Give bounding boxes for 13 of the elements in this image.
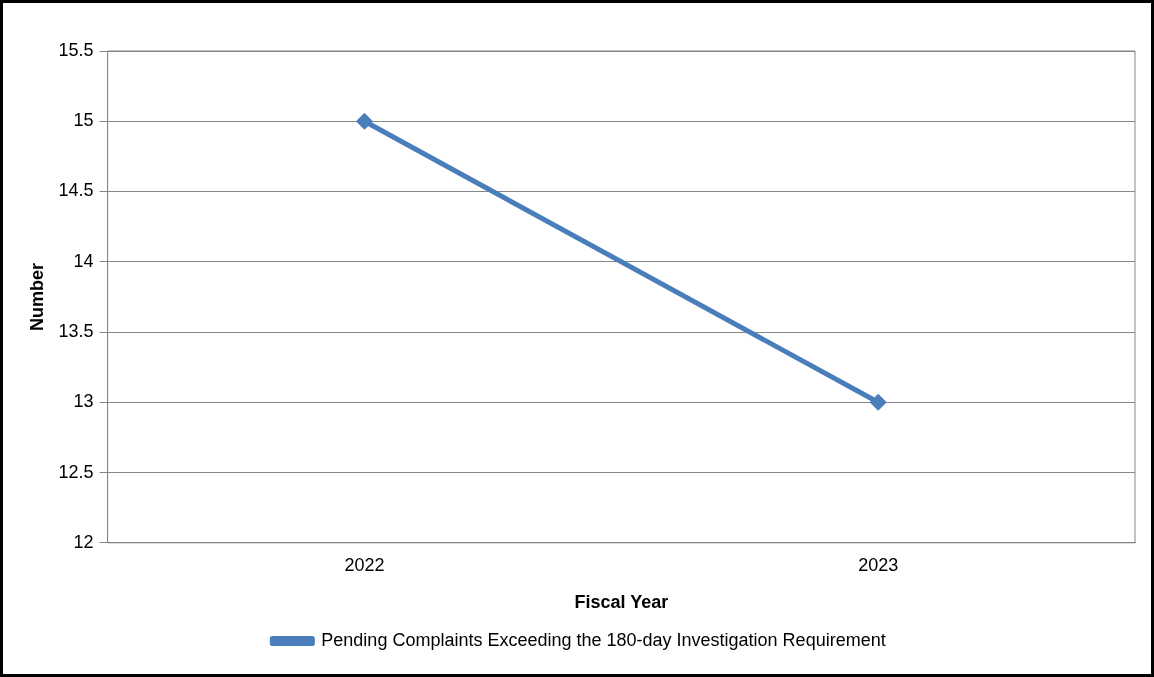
legend-label: Pending Complaints Exceeding the 180-day Investigation Requirement [321,629,886,650]
y-tick-label: 15 [73,110,94,131]
y-tick-label: 14 [73,250,94,271]
x-tick-label: 2023 [858,554,899,575]
y-tick-label: 13 [73,391,94,412]
y-axis-title: Number [26,262,47,331]
y-tick-label: 15.5 [58,39,94,60]
x-axis-title: Fiscal Year [574,592,669,613]
y-tick-label: 13.5 [58,321,94,341]
y-tick-label: 12 [73,531,94,552]
y-tick-label: 14.5 [58,180,94,201]
y-tick-label: 12.5 [58,461,94,482]
x-tick-label: 2022 [344,554,385,575]
